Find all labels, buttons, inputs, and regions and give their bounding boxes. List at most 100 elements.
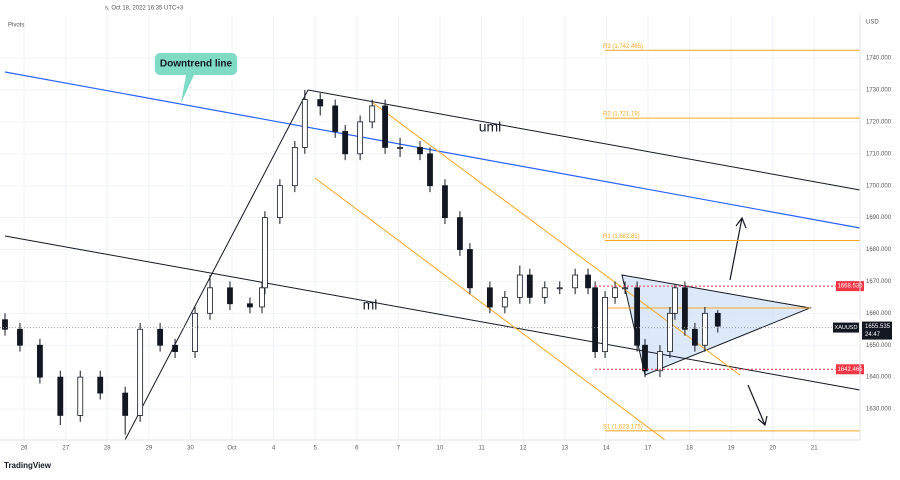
y-tick-label: 1650.000: [866, 343, 892, 349]
candle-body: [192, 312, 198, 353]
last-price-box: [862, 321, 892, 340]
y-tick-label: 1710.000: [866, 151, 892, 157]
candle-body: [526, 274, 533, 298]
candle-body: [37, 344, 43, 378]
candle-body: [682, 287, 688, 330]
candle-body: [262, 217, 268, 289]
pivot-label: S1 (1,623.175): [603, 424, 643, 430]
channel-upper: [372, 102, 741, 376]
y-tick-label: 1720.000: [866, 119, 892, 125]
candle-body: [572, 274, 579, 289]
x-tick-label: 26: [21, 446, 28, 452]
y-tick-label: 1630.000: [866, 407, 892, 413]
x-tick-label: 7: [397, 446, 401, 452]
candle-body: [692, 328, 698, 346]
y-tick-label: 1670.000: [866, 279, 892, 285]
x-tick-label: 18: [686, 446, 693, 452]
candle-body: [172, 344, 178, 353]
candle-body: [501, 296, 508, 308]
y-tick-label: 1690.000: [866, 215, 892, 221]
candle-body: [642, 344, 648, 372]
candle-body: [77, 376, 84, 416]
candle-body: [701, 312, 708, 346]
candle-body: [122, 392, 129, 416]
callout-box: [155, 53, 237, 75]
x-tick-label: 21: [811, 446, 818, 452]
x-tick-label: 5: [314, 446, 318, 452]
y-tick-label: 1680.000: [866, 247, 892, 253]
ml-line: [4, 235, 861, 391]
candle-body: [317, 99, 324, 107]
candle-body: [457, 217, 463, 250]
y-tick-label: 1730.000: [866, 88, 892, 94]
symbol-box: [833, 322, 859, 333]
candle-body: [602, 296, 608, 353]
candle-body: [17, 328, 23, 346]
x-tick-label: Oct: [227, 446, 237, 452]
header: s, Oct 18, 2022 16:35 UTC+3: [105, 6, 184, 12]
price-label-box: [836, 364, 864, 375]
x-tick-label: 13: [561, 446, 568, 452]
candle-body: [667, 312, 673, 353]
candle-body: [247, 303, 253, 308]
price-label-box: [836, 281, 864, 292]
candle-body: [612, 287, 618, 298]
callout-pointer: [181, 75, 194, 103]
candle-body: [369, 105, 376, 123]
candle-body: [57, 376, 64, 416]
candle-body: [227, 287, 233, 305]
candle-body: [622, 287, 628, 290]
x-tick-label: 17: [645, 446, 652, 452]
x-tick-label: 27: [62, 446, 69, 452]
candle-body: [2, 319, 8, 330]
candle-body: [397, 147, 403, 149]
pitchfork-handle: [124, 89, 309, 441]
y-tick-label: 1700.000: [866, 183, 892, 189]
candle-body: [291, 147, 298, 187]
candle-body: [259, 287, 265, 308]
candle-body: [672, 287, 678, 314]
candle-body: [467, 249, 473, 289]
x-tick-label: 30: [187, 446, 194, 452]
pivot-label: R2 (1,721.19): [603, 112, 640, 118]
candle-body: [137, 328, 144, 416]
candle-body: [276, 185, 283, 219]
currency: USD: [866, 20, 879, 26]
x-tick-label: 10: [437, 446, 444, 452]
candle-body: [427, 153, 433, 187]
callout-text: Downtrend line: [160, 59, 233, 70]
plot: [0, 49, 860, 435]
arrows: [729, 216, 768, 427]
x-tick-label: 29: [146, 446, 153, 452]
uml-line: [307, 89, 861, 191]
indicator-name: Pivots: [8, 23, 24, 29]
x-tick-label: 11: [478, 446, 485, 452]
candle-body: [301, 99, 308, 148]
candle-body: [556, 287, 563, 290]
pivot-label: R1 (1,682.82): [603, 234, 640, 240]
symbol: XAUUSD: [835, 325, 858, 331]
candle-body: [486, 287, 493, 308]
countdown: 24:47: [865, 332, 881, 338]
y-tick-label: 1640.000: [866, 375, 892, 381]
candle-body: [541, 287, 548, 298]
candle-body: [97, 376, 104, 394]
y-tick-label: 1660.000: [866, 311, 892, 317]
candle-body: [332, 105, 339, 132]
watermark: TradingView: [4, 461, 52, 470]
candle-body: [417, 147, 423, 155]
x-tick-label: 20: [769, 446, 776, 452]
candle-body: [157, 328, 164, 346]
x-tick-label: 4: [272, 446, 276, 452]
x-tick-label: 14: [603, 446, 610, 452]
candle-body: [382, 105, 388, 148]
candle-body: [207, 287, 213, 314]
candle-body: [516, 274, 523, 298]
price-label: 1668.530: [837, 284, 863, 290]
candle-body: [442, 185, 448, 219]
candle-body: [342, 131, 349, 155]
arrow-down: [747, 384, 768, 427]
x-tick-label: 6: [355, 446, 359, 452]
